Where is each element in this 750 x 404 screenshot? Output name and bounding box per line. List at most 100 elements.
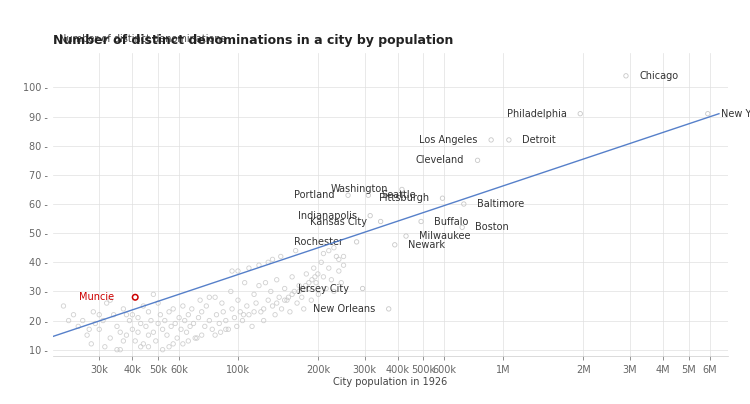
Point [300,271,312,277]
Text: New Orleans: New Orleans [314,304,376,314]
Point [100,300,112,306]
Point [300,282,312,289]
Point [331,253,343,260]
Point [243,265,255,271]
Point [157,326,169,332]
Point [216,300,228,306]
Point [184,323,196,330]
Point [81,332,93,339]
Point [152,300,164,306]
Point [456,224,468,231]
Point [226,268,238,274]
Point [163,343,175,350]
Point [253,282,265,289]
Text: Pittsburgh: Pittsburgh [379,193,429,203]
Point [148,329,160,335]
Point [232,297,244,303]
Point [338,253,350,260]
Point [206,326,218,332]
Point [211,311,223,318]
Point [58,303,70,309]
Point [142,332,154,339]
Point [111,347,123,353]
Point [274,253,286,260]
Point [258,306,270,312]
Point [260,280,272,286]
Point [458,201,470,207]
Point [317,274,329,280]
Point [104,297,116,303]
Point [129,338,141,344]
Point [62,317,74,324]
Point [250,300,262,306]
Point [157,347,169,353]
Text: New York City: New York City [721,109,750,119]
Point [135,320,147,327]
Point [99,343,111,350]
Point [283,294,295,301]
Point [68,311,80,318]
Point [194,297,206,303]
Point [375,218,387,225]
Point [236,317,248,324]
Point [291,300,303,306]
X-axis label: City population in 1926: City population in 1926 [333,377,447,387]
Point [333,268,345,274]
Point [258,317,270,324]
Text: Indianapolis: Indianapolis [298,210,357,221]
Point [132,314,144,321]
Text: Newark: Newark [408,240,445,250]
Point [286,291,298,298]
Point [225,288,237,295]
Point [328,244,340,251]
Point [142,343,154,350]
Point [182,338,194,344]
Point [338,262,350,268]
Text: Boston: Boston [476,222,509,232]
Point [182,311,194,318]
Point [396,186,408,193]
Point [303,285,315,292]
Point [310,280,322,286]
Text: Kansas City: Kansas City [310,217,368,227]
Point [362,192,374,198]
Point [114,347,126,353]
Point [209,294,221,301]
Point [161,332,173,339]
Point [415,218,427,225]
Point [485,137,497,143]
Text: Buffalo: Buffalo [434,217,469,227]
Text: Muncie: Muncie [79,292,114,302]
Point [312,271,324,277]
Point [234,309,246,315]
Point [148,291,160,298]
Point [350,239,362,245]
Point [241,303,253,309]
Point [220,326,232,332]
Point [72,323,84,330]
Point [231,323,243,330]
Point [271,300,283,306]
Point [269,311,281,318]
Point [118,338,130,344]
Point [165,323,177,330]
Point [132,329,144,335]
Point [306,276,318,283]
Text: Portland: Portland [294,190,334,200]
Point [303,280,315,286]
Point [167,341,179,347]
Point [199,323,211,330]
Point [114,329,126,335]
Point [262,297,274,303]
Text: Rochester: Rochester [294,237,344,247]
Point [298,306,310,312]
Point [213,320,225,327]
Point [167,306,179,312]
Point [326,276,338,283]
Point [342,192,354,198]
Point [356,285,368,292]
Point [574,110,586,117]
Point [309,274,321,280]
Point [137,303,149,309]
Point [222,326,234,332]
